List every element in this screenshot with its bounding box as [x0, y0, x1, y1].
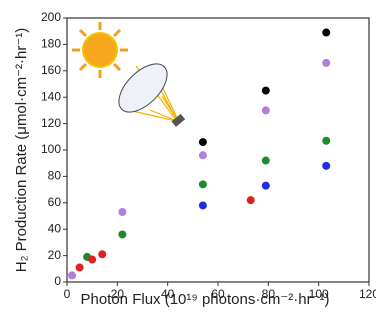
point — [199, 180, 207, 188]
point — [322, 29, 330, 37]
x-tick-label: 80 — [262, 287, 276, 301]
point — [262, 157, 270, 165]
y-tick-label: 140 — [41, 89, 61, 103]
x-tick-label: 0 — [64, 287, 71, 301]
x-tick-label: 20 — [111, 287, 125, 301]
x-tick-label: 120 — [359, 287, 376, 301]
chart: Photon Flux (10¹⁹ photons·cm⁻²·hr⁻¹) H₂ … — [0, 0, 376, 313]
point — [68, 271, 76, 279]
point — [247, 196, 255, 204]
point — [322, 137, 330, 145]
x-tick-label: 60 — [211, 287, 225, 301]
point — [322, 162, 330, 170]
point — [262, 87, 270, 95]
y-tick-label: 200 — [41, 10, 61, 24]
y-tick-label: 0 — [54, 274, 61, 288]
point — [262, 106, 270, 114]
point — [199, 201, 207, 209]
point — [118, 230, 126, 238]
x-tick-label: 40 — [161, 287, 175, 301]
point — [76, 263, 84, 271]
point — [98, 250, 106, 258]
y-tick-label: 180 — [41, 37, 61, 51]
y-tick-label: 40 — [48, 221, 62, 235]
point — [199, 138, 207, 146]
y-tick-label: 120 — [41, 116, 61, 130]
sun-illustration — [72, 22, 128, 78]
y-tick-label: 160 — [41, 63, 61, 77]
point — [88, 256, 96, 264]
lamp-illustration — [110, 55, 185, 126]
y-tick-label: 60 — [48, 195, 62, 209]
x-tick-label: 100 — [309, 287, 329, 301]
y-axis-title: H₂ Production Rate (μmol·cm⁻²·hr⁻¹) — [13, 28, 30, 273]
y-tick-label: 100 — [41, 142, 61, 156]
point — [322, 59, 330, 67]
y-tick-label: 20 — [48, 248, 62, 262]
point — [199, 151, 207, 159]
point — [118, 208, 126, 216]
y-tick-label: 80 — [48, 169, 62, 183]
point — [262, 182, 270, 190]
